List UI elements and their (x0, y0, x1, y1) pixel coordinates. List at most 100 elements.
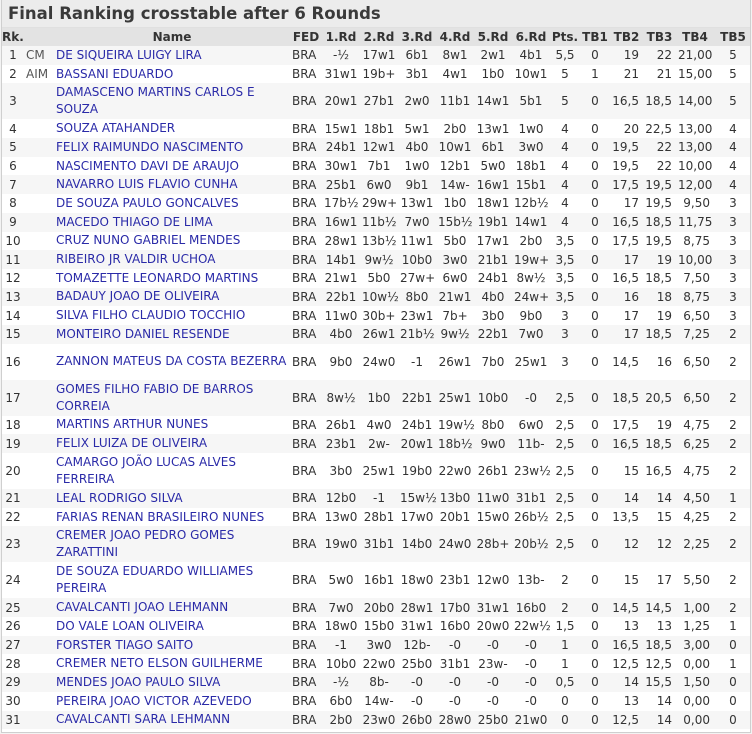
player-name-link[interactable]: DE SOUZA PAULO GONCALVES (54, 194, 290, 213)
player-name-link[interactable]: FORSTER TIAGO SAITO (54, 635, 290, 655)
column-header[interactable]: 5.Rd (474, 28, 512, 46)
player-name-link[interactable]: FARIAS RENAN BRASILEIRO NUNES (54, 507, 290, 527)
column-header[interactable]: 6.Rd (512, 28, 550, 46)
round-2-cell: 29w+ (360, 194, 398, 213)
column-header[interactable]: TB4 (676, 28, 714, 46)
column-header[interactable]: 3.Rd (398, 28, 436, 46)
title-cell (24, 343, 54, 380)
player-name-link[interactable]: MARTINS ARTHUR NUNES (54, 415, 290, 435)
tb1-cell: 0 (580, 673, 610, 692)
round-6-cell: 9b0 (512, 306, 550, 325)
points-cell: 2 (550, 598, 580, 618)
round-4-cell: 18b½ (436, 434, 474, 453)
tb4-cell: 1,50 (676, 673, 714, 692)
round-5-cell: 20w0 (474, 617, 512, 636)
column-header[interactable]: 2.Rd (360, 28, 398, 46)
player-name-link[interactable]: GOMES FILHO FABIO DE BARROS CORREIA (54, 379, 290, 416)
round-4-cell: 20b1 (436, 507, 474, 527)
rank-cell: 14 (2, 306, 24, 325)
column-header[interactable]: 1.Rd (322, 28, 360, 46)
tb3-cell: 22,5 (643, 119, 676, 139)
federation-cell: BRA (290, 343, 322, 380)
player-name-link[interactable]: CREMER JOAO PEDRO GOMES ZARATTINI (54, 526, 290, 563)
player-name-link[interactable]: NAVARRO LUIS FLAVIO CUNHA (54, 175, 290, 195)
tb3-cell: 22 (643, 156, 676, 176)
federation-cell: BRA (290, 156, 322, 176)
player-name-link[interactable]: LEAL RODRIGO SILVA (54, 489, 290, 508)
tb3-cell: 18 (643, 287, 676, 307)
tb1-cell: 0 (580, 194, 610, 213)
player-name-link[interactable]: ZANNON MATEUS DA COSTA BEZERRA (54, 343, 290, 380)
player-name-link[interactable]: DE SOUZA EDUARDO WILLIAMES PEREIRA (54, 562, 290, 599)
tb2-cell: 19 (610, 46, 643, 65)
tb3-cell: 18,5 (643, 212, 676, 232)
points-cell: 2,5 (550, 434, 580, 453)
column-header[interactable]: TB5 (714, 28, 750, 46)
column-header[interactable]: TB3 (643, 28, 676, 46)
points-cell: 0 (550, 710, 580, 730)
rank-cell: 16 (2, 343, 24, 380)
tb3-cell: 19 (643, 250, 676, 269)
round-5-cell: 14w1 (474, 83, 512, 120)
player-name-link[interactable]: DAMASCENO MARTINS CARLOS E SOUZA (54, 83, 290, 120)
tb3-cell: 14,5 (643, 598, 676, 618)
player-name-link[interactable]: RIBEIRO JR VALDIR UCHOA (54, 250, 290, 269)
column-header[interactable]: 4.Rd (436, 28, 474, 46)
player-name-link[interactable]: FELIX LUIZA DE OLIVEIRA (54, 434, 290, 453)
tb1-cell: 0 (580, 138, 610, 157)
player-name-link[interactable]: MENDES JOAO PAULO SILVA (54, 673, 290, 692)
player-name-link[interactable]: CAVALCANTI SARA LEHMANN (54, 710, 290, 730)
player-name-link[interactable]: DO VALE LOAN OLIVEIRA (54, 617, 290, 636)
points-cell: 5 (550, 64, 580, 84)
round-2-cell: 22w0 (360, 654, 398, 674)
round-2-cell: 5b0 (360, 268, 398, 288)
player-name-link[interactable]: MACEDO THIAGO DE LIMA (54, 212, 290, 232)
federation-cell: BRA (290, 673, 322, 692)
player-name-link[interactable]: MONTEIRO DANIEL RESENDE (54, 324, 290, 344)
round-2-cell: 6w0 (360, 175, 398, 195)
column-header[interactable]: TB1 (580, 28, 610, 46)
player-name-link[interactable]: CREMER NETO ELSON GUILHERME (54, 654, 290, 674)
player-name-link[interactable]: SILVA FILHO CLAUDIO TOCCHIO (54, 306, 290, 325)
player-name-link[interactable]: BADAUY JOAO DE OLIVEIRA (54, 287, 290, 307)
federation-cell: BRA (290, 119, 322, 139)
federation-cell: BRA (290, 710, 322, 730)
player-name-link[interactable]: SOUZA ATAHANDER (54, 119, 290, 139)
tb4-cell: 6,50 (676, 379, 714, 416)
player-name-link[interactable]: NASCIMENTO DAVI DE ARAUJO (54, 156, 290, 176)
tb5-cell: 0 (714, 691, 750, 711)
table-row: 18 MARTINS ARTHUR NUNES BRA 26b1 4w0 24b1 19w½… (2, 415, 750, 435)
player-name-link[interactable]: CRUZ NUNO GABRIEL MENDES (54, 231, 290, 251)
round-5-cell: -0 (474, 691, 512, 711)
column-header[interactable]: TB2 (610, 28, 643, 46)
player-name-link[interactable]: BASSANI EDUARDO (54, 64, 290, 84)
tb2-cell: 14,5 (610, 343, 643, 380)
round-6-cell: 1w0 (512, 119, 550, 139)
player-name-link[interactable]: CAMARGO JOÃO LUCAS ALVES FERREIRA (54, 453, 290, 489)
table-row: 4 SOUZA ATAHANDER BRA 15w1 18b1 5w1 2b0 13w1 1w0… (2, 119, 750, 139)
column-header[interactable]: FED (290, 28, 322, 46)
round-2-cell: 28b1 (360, 507, 398, 527)
column-header[interactable]: Pts. (550, 28, 580, 46)
round-4-cell: 15b½ (436, 212, 474, 232)
round-6-cell: 3w0 (512, 138, 550, 157)
rank-cell: 20 (2, 453, 24, 489)
round-3-cell: 26b0 (398, 710, 436, 730)
player-name-link[interactable]: FELIX RAIMUNDO NASCIMENTO (54, 138, 290, 157)
federation-cell: BRA (290, 598, 322, 618)
player-name-link[interactable]: CAVALCANTI JOAO LEHMANN (54, 598, 290, 618)
round-5-cell: 28b+ (474, 526, 512, 563)
column-header[interactable]: Rk. (2, 28, 24, 46)
player-name-link[interactable]: PEREIRA JOAO VICTOR AZEVEDO (54, 691, 290, 711)
rank-cell: 17 (2, 379, 24, 416)
column-header[interactable] (24, 28, 54, 46)
round-2-cell: -1 (360, 489, 398, 508)
round-6-cell: 18b1 (512, 156, 550, 176)
player-name-link[interactable]: DE SIQUEIRA LUIGY LIRA (54, 46, 290, 65)
column-header[interactable]: Name (54, 28, 290, 46)
round-1-cell: 21w1 (322, 268, 360, 288)
round-3-cell: 21b½ (398, 324, 436, 344)
federation-cell: BRA (290, 507, 322, 527)
round-4-cell: 4w1 (436, 64, 474, 84)
player-name-link[interactable]: TOMAZETTE LEONARDO MARTINS (54, 268, 290, 288)
